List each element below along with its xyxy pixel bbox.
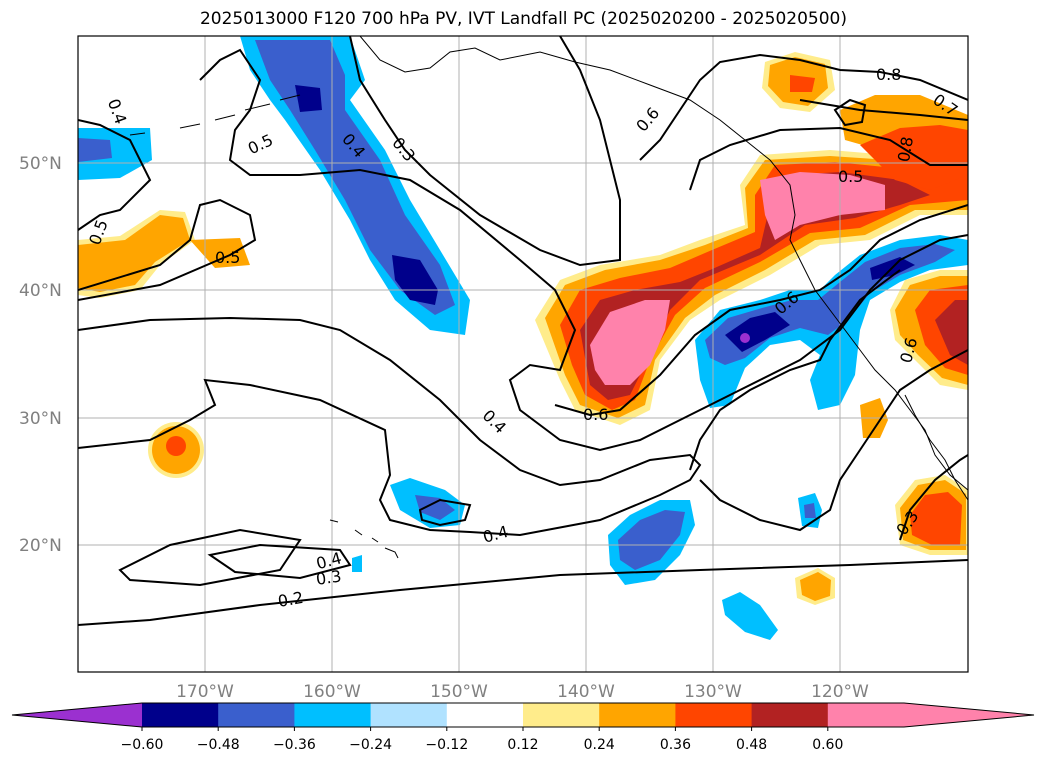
contour-line	[199, 48, 968, 452]
colorbar: −0.60 −0.48 −0.36 −0.24 −0.12 0.12 0.24 0.36 0.4…	[11, 702, 1035, 753]
negative-pv-region	[740, 333, 750, 343]
negative-pv-region	[78, 138, 112, 162]
colorbar-swatch	[218, 703, 295, 727]
baja-coastline	[904, 394, 968, 501]
pv-contours	[78, 36, 968, 626]
colorbar-tick-label: 0.24	[584, 737, 615, 753]
contour-line	[78, 198, 257, 301]
colorbar-tick-label: −0.24	[349, 737, 392, 753]
colorbar-tick-label: 0.48	[736, 737, 767, 753]
lon-label: 170°W	[176, 682, 234, 702]
contour-line	[899, 454, 968, 541]
positive-pv-region	[78, 215, 190, 292]
colorbar-tick-label: −0.60	[121, 737, 164, 753]
contour-line	[699, 349, 968, 532]
negative-pv-region	[804, 503, 816, 518]
lon-label: 150°W	[430, 682, 488, 702]
colorbar-tick-label: 0.36	[660, 737, 691, 753]
colorbar-swatch	[446, 703, 524, 727]
lon-label: 130°W	[684, 682, 742, 702]
contour-label: 0.2	[276, 588, 304, 611]
colorbar-extend-min	[12, 703, 142, 727]
colorbar-swatch	[142, 703, 219, 727]
colorbar-tick-label: −0.12	[425, 737, 468, 753]
contour-line	[799, 99, 968, 121]
colorbar-swatch	[294, 703, 372, 727]
lat-label: 40°N	[19, 281, 62, 301]
coast-islands	[129, 94, 301, 136]
contour-line	[78, 119, 152, 231]
negative-pv-region	[352, 555, 362, 572]
colorbar-swatch	[599, 703, 676, 727]
colorbar-tick-label: −0.36	[273, 737, 316, 753]
longitude-labels: 170°W 160°W 150°W 140°W 130°W 120°W	[176, 682, 869, 702]
contour-line	[418, 498, 472, 527]
contour-line	[689, 269, 901, 471]
negative-pv-region	[295, 85, 322, 112]
negative-pv-region	[392, 255, 438, 305]
positive-pv-region	[790, 75, 815, 92]
contour-line	[78, 316, 702, 537]
colorbar-swatch	[523, 703, 600, 727]
contour-line	[118, 528, 302, 587]
chart-title: 2025013000 F120 700 hPa PV, IVT Landfall…	[199, 9, 847, 29]
hawaii-islands	[329, 519, 399, 559]
negative-pv-region	[415, 495, 455, 520]
contour-line	[554, 204, 968, 417]
positive-pv-region	[760, 172, 885, 240]
negative-pv-region	[618, 510, 685, 570]
contour-line	[78, 559, 968, 626]
lat-label: 50°N	[19, 154, 62, 174]
lat-label: 30°N	[19, 409, 62, 429]
lon-label: 120°W	[811, 682, 869, 702]
positive-pv-region	[560, 150, 968, 410]
positive-pv-region	[590, 300, 670, 385]
positive-pv-region	[935, 300, 968, 365]
contour-label: 0.3	[315, 567, 343, 589]
latitude-labels: 50°N 40°N 30°N 20°N	[19, 154, 62, 556]
lon-label: 160°W	[303, 682, 361, 702]
positive-pv-region	[860, 125, 968, 190]
contour-label: 0.5	[838, 167, 863, 186]
contour-label: 0.8	[876, 65, 901, 84]
colorbar-tick-label: −0.48	[197, 737, 240, 753]
colorbar-swatch	[751, 703, 829, 727]
contour-label: 0.5	[215, 248, 240, 267]
negative-pv-region	[722, 592, 778, 640]
pv-shading	[78, 36, 968, 640]
colorbar-tick-label: 0.60	[812, 737, 843, 753]
lat-label: 20°N	[19, 536, 62, 556]
contour-label: 0.8	[894, 135, 917, 163]
contour-label: 0.6	[583, 405, 608, 424]
lon-label: 140°W	[557, 682, 615, 702]
contour-line	[207, 543, 352, 580]
colorbar-extend-max	[904, 703, 1034, 727]
contour-line	[833, 98, 867, 127]
positive-pv-region	[166, 436, 186, 456]
colorbar-tick-label: 0.12	[507, 737, 538, 753]
contour-line	[689, 126, 968, 191]
contour-labels: 0.4 0.5 0.4 0.3 0.5 0.5 0.6 0.8 0.7 0.8 …	[85, 65, 961, 611]
colorbar-swatch	[675, 703, 753, 727]
colorbar-swatch	[827, 703, 905, 727]
contour-line	[349, 36, 621, 267]
map-frame	[77, 35, 969, 673]
negative-pv-region	[725, 312, 790, 352]
positive-pv-region	[800, 572, 831, 601]
positive-pv-region	[910, 492, 962, 545]
colorbar-swatch	[370, 703, 448, 727]
contour-line	[639, 53, 968, 161]
